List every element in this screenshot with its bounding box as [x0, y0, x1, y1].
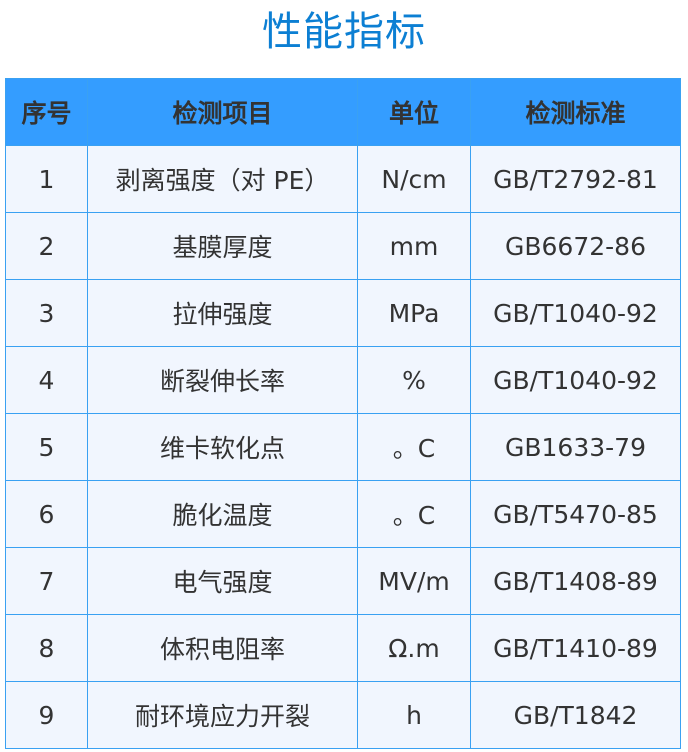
cell-standard: GB/T1408-89: [470, 547, 681, 615]
cell-unit: %: [357, 346, 471, 414]
table-row: 7 电气强度 MV/m GB/T1408-89: [5, 547, 681, 615]
cell-item: 剥离强度（对 PE）: [87, 145, 358, 213]
cell-unit: 。C: [357, 480, 471, 548]
table-row: 3 拉伸强度 MPa GB/T1040-92: [5, 279, 681, 347]
cell-unit: 。C: [357, 413, 471, 481]
header-unit: 单位: [357, 78, 471, 146]
cell-standard: GB/T1410-89: [470, 614, 681, 682]
cell-index: 7: [5, 547, 88, 615]
cell-unit: h: [357, 681, 471, 749]
cell-index: 5: [5, 413, 88, 481]
cell-item: 耐环境应力开裂: [87, 681, 358, 749]
page-title: 性能指标: [262, 9, 426, 55]
cell-item: 基膜厚度: [87, 212, 358, 280]
cell-index: 1: [5, 145, 88, 213]
header-standard: 检测标准: [470, 78, 681, 146]
table-row: 8 体积电阻率 Ω.m GB/T1410-89: [5, 614, 681, 682]
header-row: 序号 检测项目 单位 检测标准: [5, 78, 681, 146]
cell-unit: N/cm: [357, 145, 471, 213]
cell-index: 4: [5, 346, 88, 414]
cell-unit: mm: [357, 212, 471, 280]
table-row: 5 维卡软化点 。C GB1633-79: [5, 413, 681, 481]
cell-item: 电气强度: [87, 547, 358, 615]
table-row: 4 断裂伸长率% GB/T1040-92: [5, 346, 681, 414]
cell-unit: MV/m: [357, 547, 471, 615]
cell-item: 拉伸强度: [87, 279, 358, 347]
table-row: 9 耐环境应力开裂 h GB/T1842: [5, 681, 681, 749]
cell-standard: GB1633-79: [470, 413, 681, 481]
cell-index: 9: [5, 681, 88, 749]
table-row: 2 基膜厚度 mm GB6672-86: [5, 212, 681, 280]
cell-index: 6: [5, 480, 88, 548]
cell-item: 断裂伸长率: [87, 346, 358, 414]
cell-standard: GB/T1040-92: [470, 346, 681, 414]
cell-item: 脆化温度: [87, 480, 358, 548]
cell-index: 8: [5, 614, 88, 682]
cell-index: 2: [5, 212, 88, 280]
table-row: 6 脆化温度 。C GB/T5470-85: [5, 480, 681, 548]
cell-standard: GB/T5470-85: [470, 480, 681, 548]
header-index: 序号: [5, 78, 88, 146]
cell-standard: GB6672-86: [470, 212, 681, 280]
cell-standard: GB/T2792-81: [470, 145, 681, 213]
cell-index: 3: [5, 279, 88, 347]
cell-standard: GB/T1040-92: [470, 279, 681, 347]
table-row: 1 剥离强度（对 PE） N/cm GB/T2792-81: [5, 145, 681, 213]
cell-item: 维卡软化点: [87, 413, 358, 481]
header-item: 检测项目: [87, 78, 358, 146]
cell-standard: GB/T1842: [470, 681, 681, 749]
spec-table: 序号 检测项目 单位 检测标准 1 剥离强度（对 PE） N/cm GB/T2792-81 2…: [5, 78, 681, 749]
cell-unit: MPa: [357, 279, 471, 347]
cell-item: 体积电阻率: [87, 614, 358, 682]
cell-unit: Ω.m: [357, 614, 471, 682]
